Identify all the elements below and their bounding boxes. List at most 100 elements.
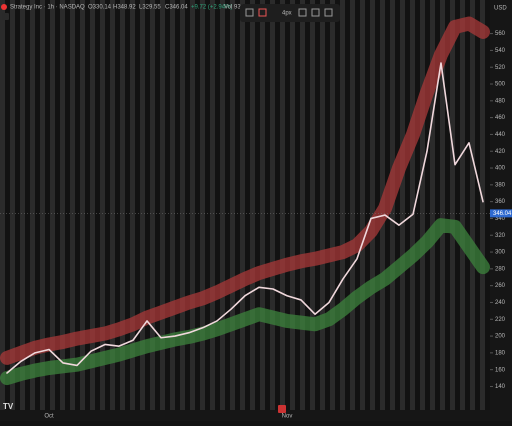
stripe [270, 0, 275, 410]
time-axis [0, 410, 512, 421]
stripe [90, 0, 95, 410]
stripe [330, 0, 335, 410]
y-tick-label: 260 [495, 283, 506, 289]
session-stripes [0, 0, 485, 410]
stripe [180, 0, 185, 410]
stripe [30, 0, 35, 410]
close: C346.04 [165, 5, 188, 11]
stripe [20, 0, 25, 410]
stripe [360, 0, 365, 410]
y-tick-label: 360 [495, 199, 506, 205]
stripe [110, 0, 115, 410]
stripe [230, 0, 235, 410]
stripe [100, 0, 105, 410]
y-tick-label: 280 [495, 266, 506, 272]
stripe [130, 0, 135, 410]
last-price-label: 346.04 [493, 211, 512, 217]
low: L329.55 [139, 5, 161, 11]
volume: Vol 934.7 [224, 5, 250, 11]
y-tick-label: 380 [495, 182, 506, 188]
stripe [240, 0, 245, 410]
last-price-box [490, 209, 512, 218]
stripe [320, 0, 325, 410]
y-tick-label: 540 [495, 48, 506, 54]
stripe [400, 0, 405, 410]
stripe [280, 0, 285, 410]
stripe [40, 0, 45, 410]
stripe [210, 0, 215, 410]
stripe [50, 0, 55, 410]
x-tick-label: Oct [44, 414, 54, 420]
stripe [450, 0, 455, 410]
stripe [460, 0, 465, 410]
y-tick-label: 140 [495, 384, 506, 390]
y-tick-label: 220 [495, 317, 506, 323]
stripe [190, 0, 195, 410]
plot [0, 16, 490, 386]
high: H348.92 [113, 5, 136, 11]
y-tick-label: 440 [495, 132, 506, 138]
toolbar-button[interactable] [311, 8, 320, 17]
y-tick-label: 180 [495, 350, 506, 356]
stripe [300, 0, 305, 410]
symbol: Strategy Inc · 1h · NASDAQ [10, 5, 85, 11]
stripe [170, 0, 175, 410]
stripe [0, 0, 5, 410]
currency: USD [494, 6, 507, 12]
x-tick-label: Nov [282, 414, 293, 420]
y-tick-label: 500 [495, 82, 506, 88]
stripe [470, 0, 475, 410]
stripe [290, 0, 295, 410]
stripe [70, 0, 75, 410]
open: O330.14 [88, 5, 112, 11]
band [0, 16, 490, 365]
logo: TV [3, 402, 14, 411]
collapse-button[interactable] [2, 13, 9, 20]
stripe [120, 0, 125, 410]
stripe [60, 0, 65, 410]
stripe [150, 0, 155, 410]
stripe [430, 0, 435, 410]
stripe [140, 0, 145, 410]
stripe [80, 0, 85, 410]
y-tick-label: 320 [495, 233, 506, 239]
stripe [220, 0, 225, 410]
stripe [370, 0, 375, 410]
change: +9.72 (+2.94%) [191, 5, 232, 11]
y-tick-label: 300 [495, 250, 506, 256]
stripe [350, 0, 355, 410]
y-tick-label: 340 [495, 216, 506, 222]
line-width[interactable]: 4px [282, 11, 292, 17]
stripe [260, 0, 265, 410]
y-tick-label: 200 [495, 334, 506, 340]
y-tick-label: 420 [495, 149, 506, 155]
y-tick-label: 560 [495, 31, 506, 37]
y-tick-label: 240 [495, 300, 506, 306]
toolbar-button[interactable] [298, 8, 307, 17]
stripe [440, 0, 445, 410]
stripe [310, 0, 315, 410]
toolbar-button[interactable] [258, 8, 267, 17]
stripe [10, 0, 15, 410]
y-tick-label: 480 [495, 98, 506, 104]
stripe [200, 0, 205, 410]
event-flag[interactable] [278, 405, 286, 413]
band [0, 218, 490, 386]
stripe [160, 0, 165, 410]
stripe [250, 0, 255, 410]
toolbar-button[interactable] [245, 8, 254, 17]
y-tick-label: 520 [495, 65, 506, 71]
toolbar-button[interactable] [324, 8, 333, 17]
stripe [410, 0, 415, 410]
stripe [420, 0, 425, 410]
stripe [340, 0, 345, 410]
y-tick-label: 160 [495, 367, 506, 373]
axis-group: 140 160 180 200 220 240 260 280 300 320 340 360 380 4… [44, 31, 512, 420]
stripe [480, 0, 485, 410]
price-line [6, 62, 484, 374]
y-tick-label: 460 [495, 115, 506, 121]
y-tick-label: 400 [495, 166, 506, 172]
symbol-icon [1, 4, 7, 10]
